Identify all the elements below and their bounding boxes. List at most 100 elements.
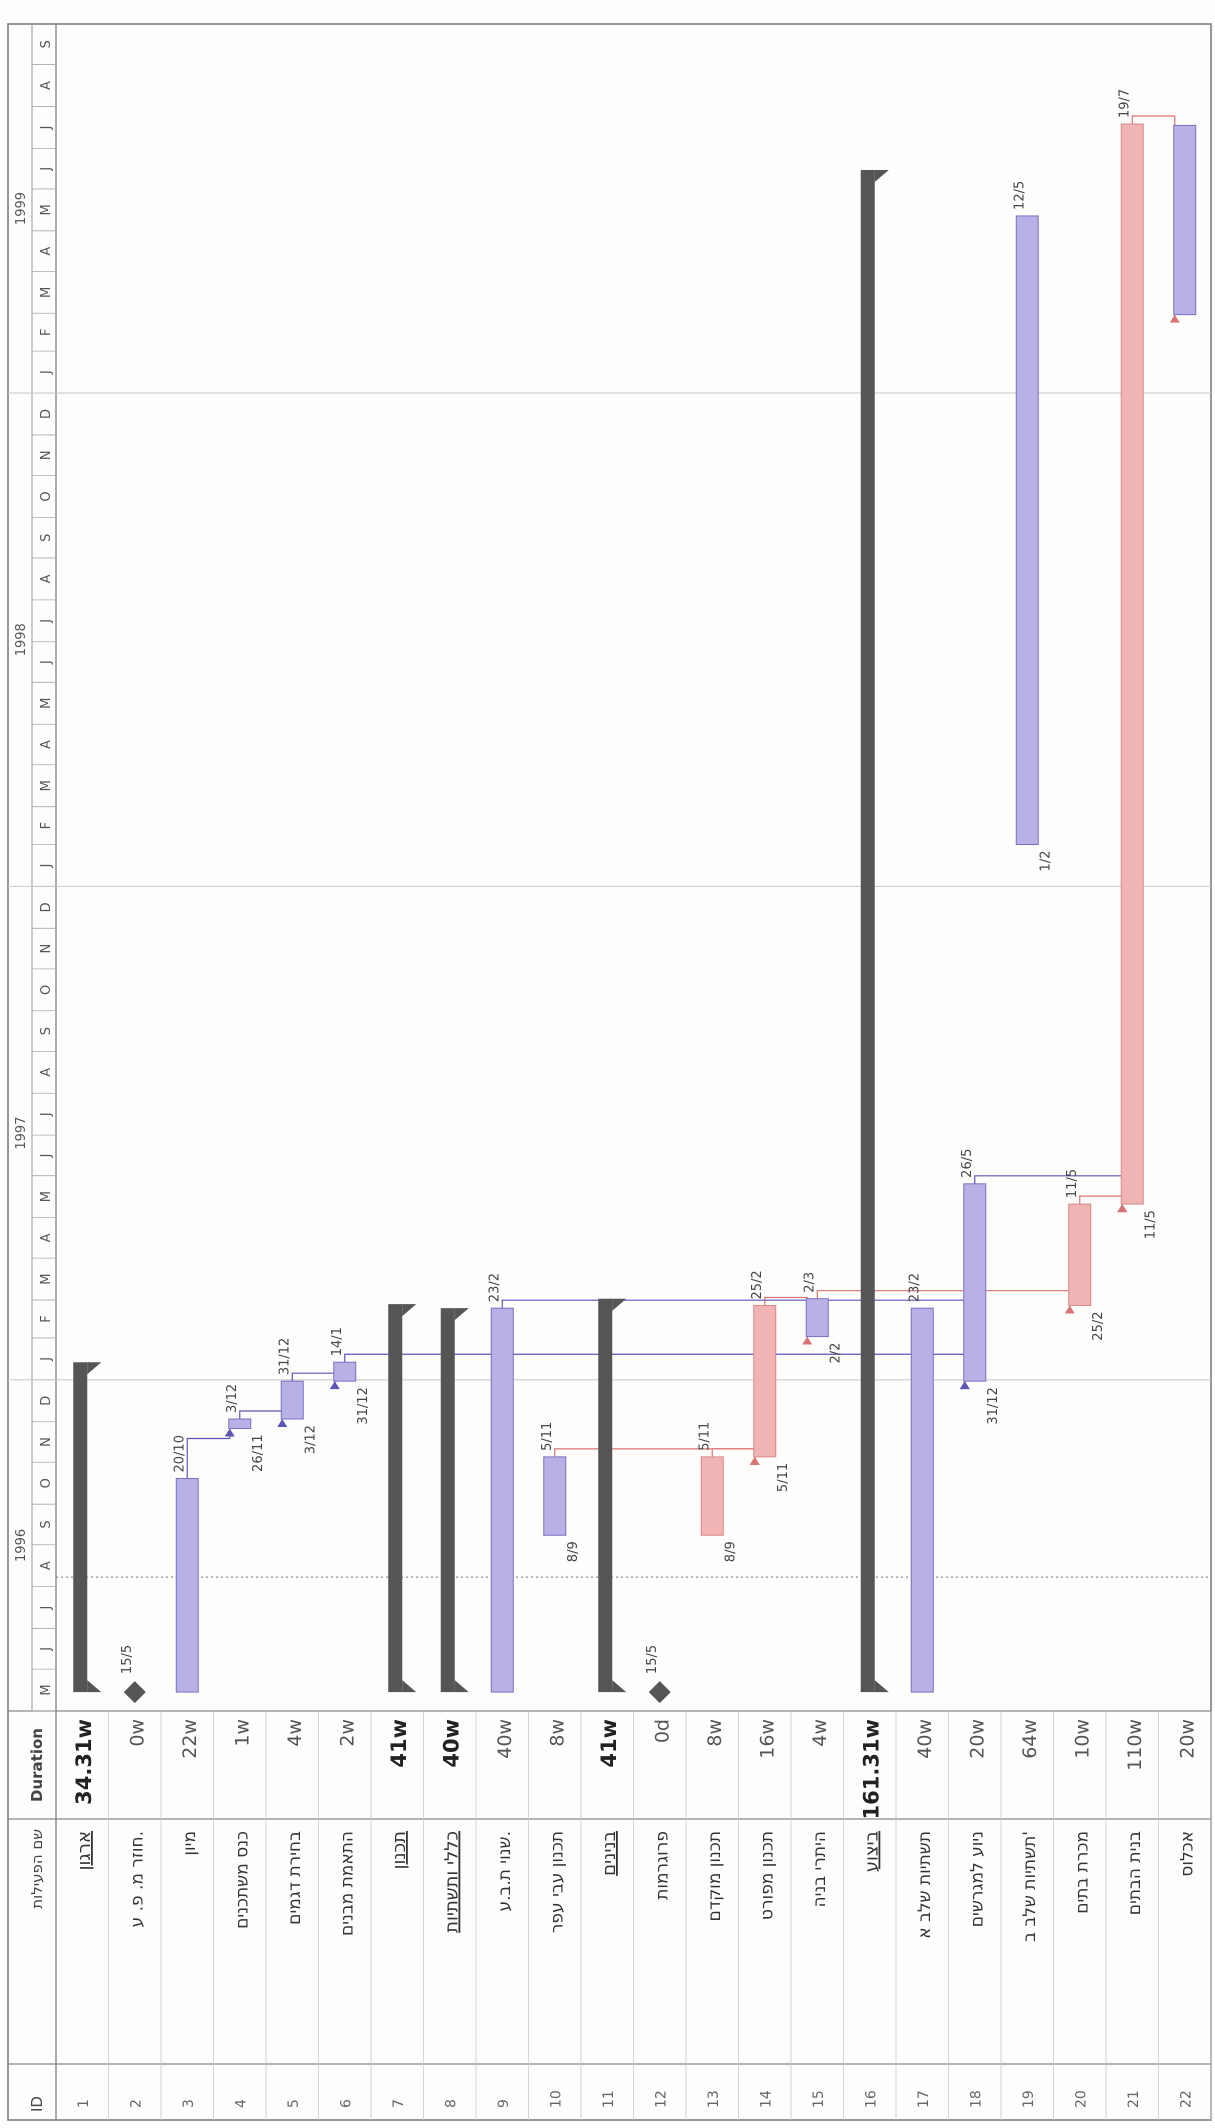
month-label: J bbox=[39, 619, 54, 624]
critical-task-bar bbox=[700, 1456, 724, 1536]
task-name: ביצוע bbox=[862, 1831, 883, 1872]
task-duration: 8w bbox=[547, 1719, 569, 1747]
critical-task-bar bbox=[1068, 1203, 1092, 1306]
start-date-label: 1/2 bbox=[1038, 851, 1053, 872]
finish-date-label: 19/7 bbox=[1117, 89, 1132, 118]
dependency-arrow bbox=[277, 1419, 288, 1428]
task-id: 19 bbox=[1021, 2090, 1037, 2108]
task-name: כנס משתכנים bbox=[233, 1831, 253, 1929]
month-label: M bbox=[39, 287, 54, 298]
task-duration: 40w bbox=[914, 1719, 936, 1759]
task-name: כללי ותשתיות bbox=[442, 1831, 463, 1933]
task-id: 5 bbox=[286, 2099, 302, 2108]
finish-date-label: 11/5 bbox=[1065, 1169, 1080, 1198]
summary-bar-end-cap bbox=[874, 169, 889, 182]
month-label: A bbox=[39, 574, 54, 583]
month-label: J bbox=[39, 1647, 54, 1652]
task-row: 16 ביצוע 161.31w bbox=[860, 1711, 897, 2120]
task-row: 21 בנית הבתים 110w bbox=[1124, 1711, 1159, 2120]
task-row: 9 שנוי ת.ב.ע. 40w bbox=[494, 1711, 529, 2120]
task-duration: 41w bbox=[387, 1719, 411, 1768]
task-id: 18 bbox=[969, 2090, 985, 2108]
finish-date-label: 20/10 bbox=[172, 1435, 187, 1472]
task-id: 6 bbox=[339, 2099, 355, 2108]
month-label: O bbox=[39, 1478, 54, 1488]
month-label: J bbox=[39, 660, 54, 665]
month-label: F bbox=[39, 328, 54, 335]
month-label: A bbox=[39, 740, 54, 749]
year-label: 1996 bbox=[14, 1529, 29, 1562]
dependency-arrow bbox=[1117, 1204, 1128, 1213]
task-bar bbox=[228, 1418, 252, 1429]
finish-date-label: 26/5 bbox=[960, 1149, 975, 1178]
task-name: בחירת דגמים bbox=[285, 1831, 305, 1925]
milestone-diamond bbox=[648, 1681, 671, 1704]
dependency-arrow bbox=[959, 1381, 970, 1390]
task-row: 7 תכנון 41w bbox=[387, 1711, 424, 2120]
task-row: 13 תכנון מוקדם 8w bbox=[704, 1711, 739, 2120]
critical-task-bar bbox=[753, 1304, 777, 1458]
task-id: 12 bbox=[654, 2090, 670, 2108]
task-duration: 10w bbox=[1072, 1719, 1094, 1759]
start-date-label: 2/2 bbox=[828, 1343, 843, 1364]
month-label: A bbox=[39, 247, 54, 256]
summary-bar bbox=[388, 1304, 403, 1693]
critical-task-bar bbox=[1120, 123, 1144, 1205]
task-bar bbox=[175, 1477, 199, 1693]
start-date-label: 26/11 bbox=[251, 1434, 266, 1471]
task-row: 2 חוזר מ. פ. ע. 0w bbox=[127, 1711, 162, 2120]
task-id: 16 bbox=[864, 2090, 880, 2108]
year-label: 1999 bbox=[14, 192, 29, 225]
summary-bar-start-cap bbox=[612, 1680, 627, 1693]
task-bars bbox=[73, 123, 1197, 1704]
month-label: N bbox=[39, 944, 54, 954]
task-duration: 20w bbox=[967, 1719, 989, 1759]
month-label: J bbox=[39, 1154, 54, 1159]
month-label: A bbox=[39, 1561, 54, 1570]
finish-date-label: 25/2 bbox=[750, 1270, 765, 1299]
task-duration: 2w bbox=[337, 1719, 359, 1747]
task-row: 19 תשתיות שלב ב' 64w bbox=[1019, 1711, 1054, 2120]
month-label: A bbox=[39, 1068, 54, 1077]
task-id: 20 bbox=[1074, 2090, 1090, 2108]
task-bar bbox=[1173, 124, 1197, 316]
summary-bar bbox=[860, 169, 875, 1693]
month-label: J bbox=[39, 167, 54, 172]
summary-bar-start-cap bbox=[87, 1680, 102, 1693]
id-column-header: ID bbox=[28, 2096, 46, 2112]
summary-bar-start-cap bbox=[454, 1680, 469, 1693]
month-label: M bbox=[39, 1191, 54, 1202]
task-duration: 20w bbox=[1177, 1719, 1199, 1759]
task-id: 8 bbox=[444, 2099, 460, 2108]
month-label: D bbox=[39, 902, 54, 912]
month-label: M bbox=[39, 204, 54, 215]
month-label: M bbox=[39, 780, 54, 791]
task-id: 13 bbox=[706, 2090, 722, 2108]
finish-date-label: 15/5 bbox=[645, 1645, 660, 1674]
finish-date-label: 31/12 bbox=[277, 1338, 292, 1375]
month-label: F bbox=[39, 822, 54, 829]
task-duration: 41w bbox=[597, 1719, 621, 1768]
task-duration: 8w bbox=[704, 1719, 726, 1747]
task-duration: 0w bbox=[127, 1719, 149, 1747]
year-label: 1998 bbox=[14, 623, 29, 656]
task-row: 8 כללי ותשתיות 40w bbox=[440, 1711, 477, 2120]
task-name: חוזר מ. פ. ע. bbox=[128, 1831, 148, 1927]
task-id: 1 bbox=[76, 2099, 92, 2108]
task-id: 11 bbox=[601, 2090, 617, 2108]
task-bar bbox=[333, 1361, 357, 1382]
task-duration: 110w bbox=[1124, 1719, 1146, 1771]
task-name: בנינים bbox=[599, 1831, 620, 1876]
summary-bar-start-cap bbox=[874, 1680, 889, 1693]
task-bar bbox=[1015, 215, 1039, 846]
task-row: 3 מיון 22w bbox=[179, 1711, 214, 2120]
task-id: 14 bbox=[759, 2090, 775, 2108]
start-date-label: 31/12 bbox=[986, 1387, 1001, 1424]
month-label: O bbox=[39, 491, 54, 501]
task-name: פרוגרמות bbox=[653, 1831, 673, 1900]
start-date-label: 11/5 bbox=[1143, 1210, 1158, 1239]
task-duration: 40w bbox=[440, 1719, 464, 1768]
task-name: היתרי בניה bbox=[810, 1831, 830, 1907]
